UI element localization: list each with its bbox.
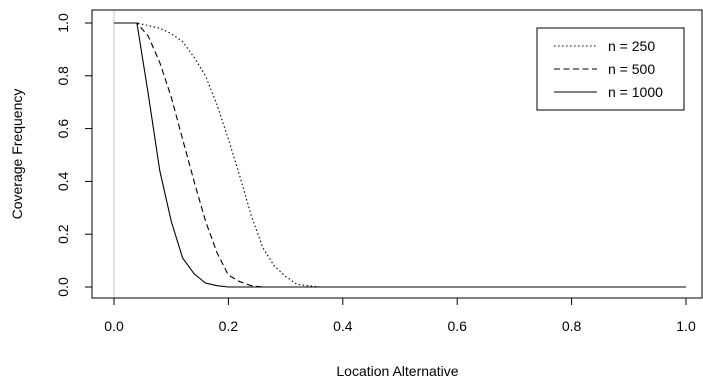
x-tick-label-1: 0.2	[219, 318, 239, 334]
series-layer	[114, 22, 686, 288]
y-axis-title: Coverage Frequency	[9, 89, 25, 220]
y-tick-label-2: 0.4	[55, 171, 71, 191]
x-tick-label-5: 1.0	[676, 318, 696, 334]
legend-items: n = 250 n = 500 n = 1000	[554, 38, 663, 100]
y-tick-label-5: 1.0	[55, 13, 71, 33]
legend-box	[536, 27, 685, 111]
x-tick-label-4: 0.8	[562, 318, 582, 334]
legend-label-3: n = 1000	[608, 84, 663, 100]
axes-layer: 0.0 0.2 0.4 0.6 0.8 1.0 0.0 0.2 0.4 0.6 0.8 1.0	[55, 9, 703, 334]
legend-label-1: n = 250	[608, 38, 655, 54]
y-tick-label-4: 0.8	[55, 66, 71, 86]
y-tick-label-0: 0.0	[55, 277, 71, 297]
legend: n = 250 n = 500 n = 1000	[536, 27, 685, 111]
legend-label-2: n = 500	[608, 61, 655, 77]
series-line-1	[114, 22, 686, 288]
x-tick-label-3: 0.6	[447, 318, 467, 334]
x-tick-label-0: 0.0	[104, 318, 124, 334]
y-tick-label-1: 0.2	[55, 224, 71, 244]
series-line-3	[114, 22, 686, 288]
plot-frame	[91, 9, 703, 299]
x-tick-label-2: 0.4	[333, 318, 353, 334]
x-axis-title: Location Alternative	[336, 363, 458, 379]
y-tick-label-3: 0.6	[55, 119, 71, 139]
